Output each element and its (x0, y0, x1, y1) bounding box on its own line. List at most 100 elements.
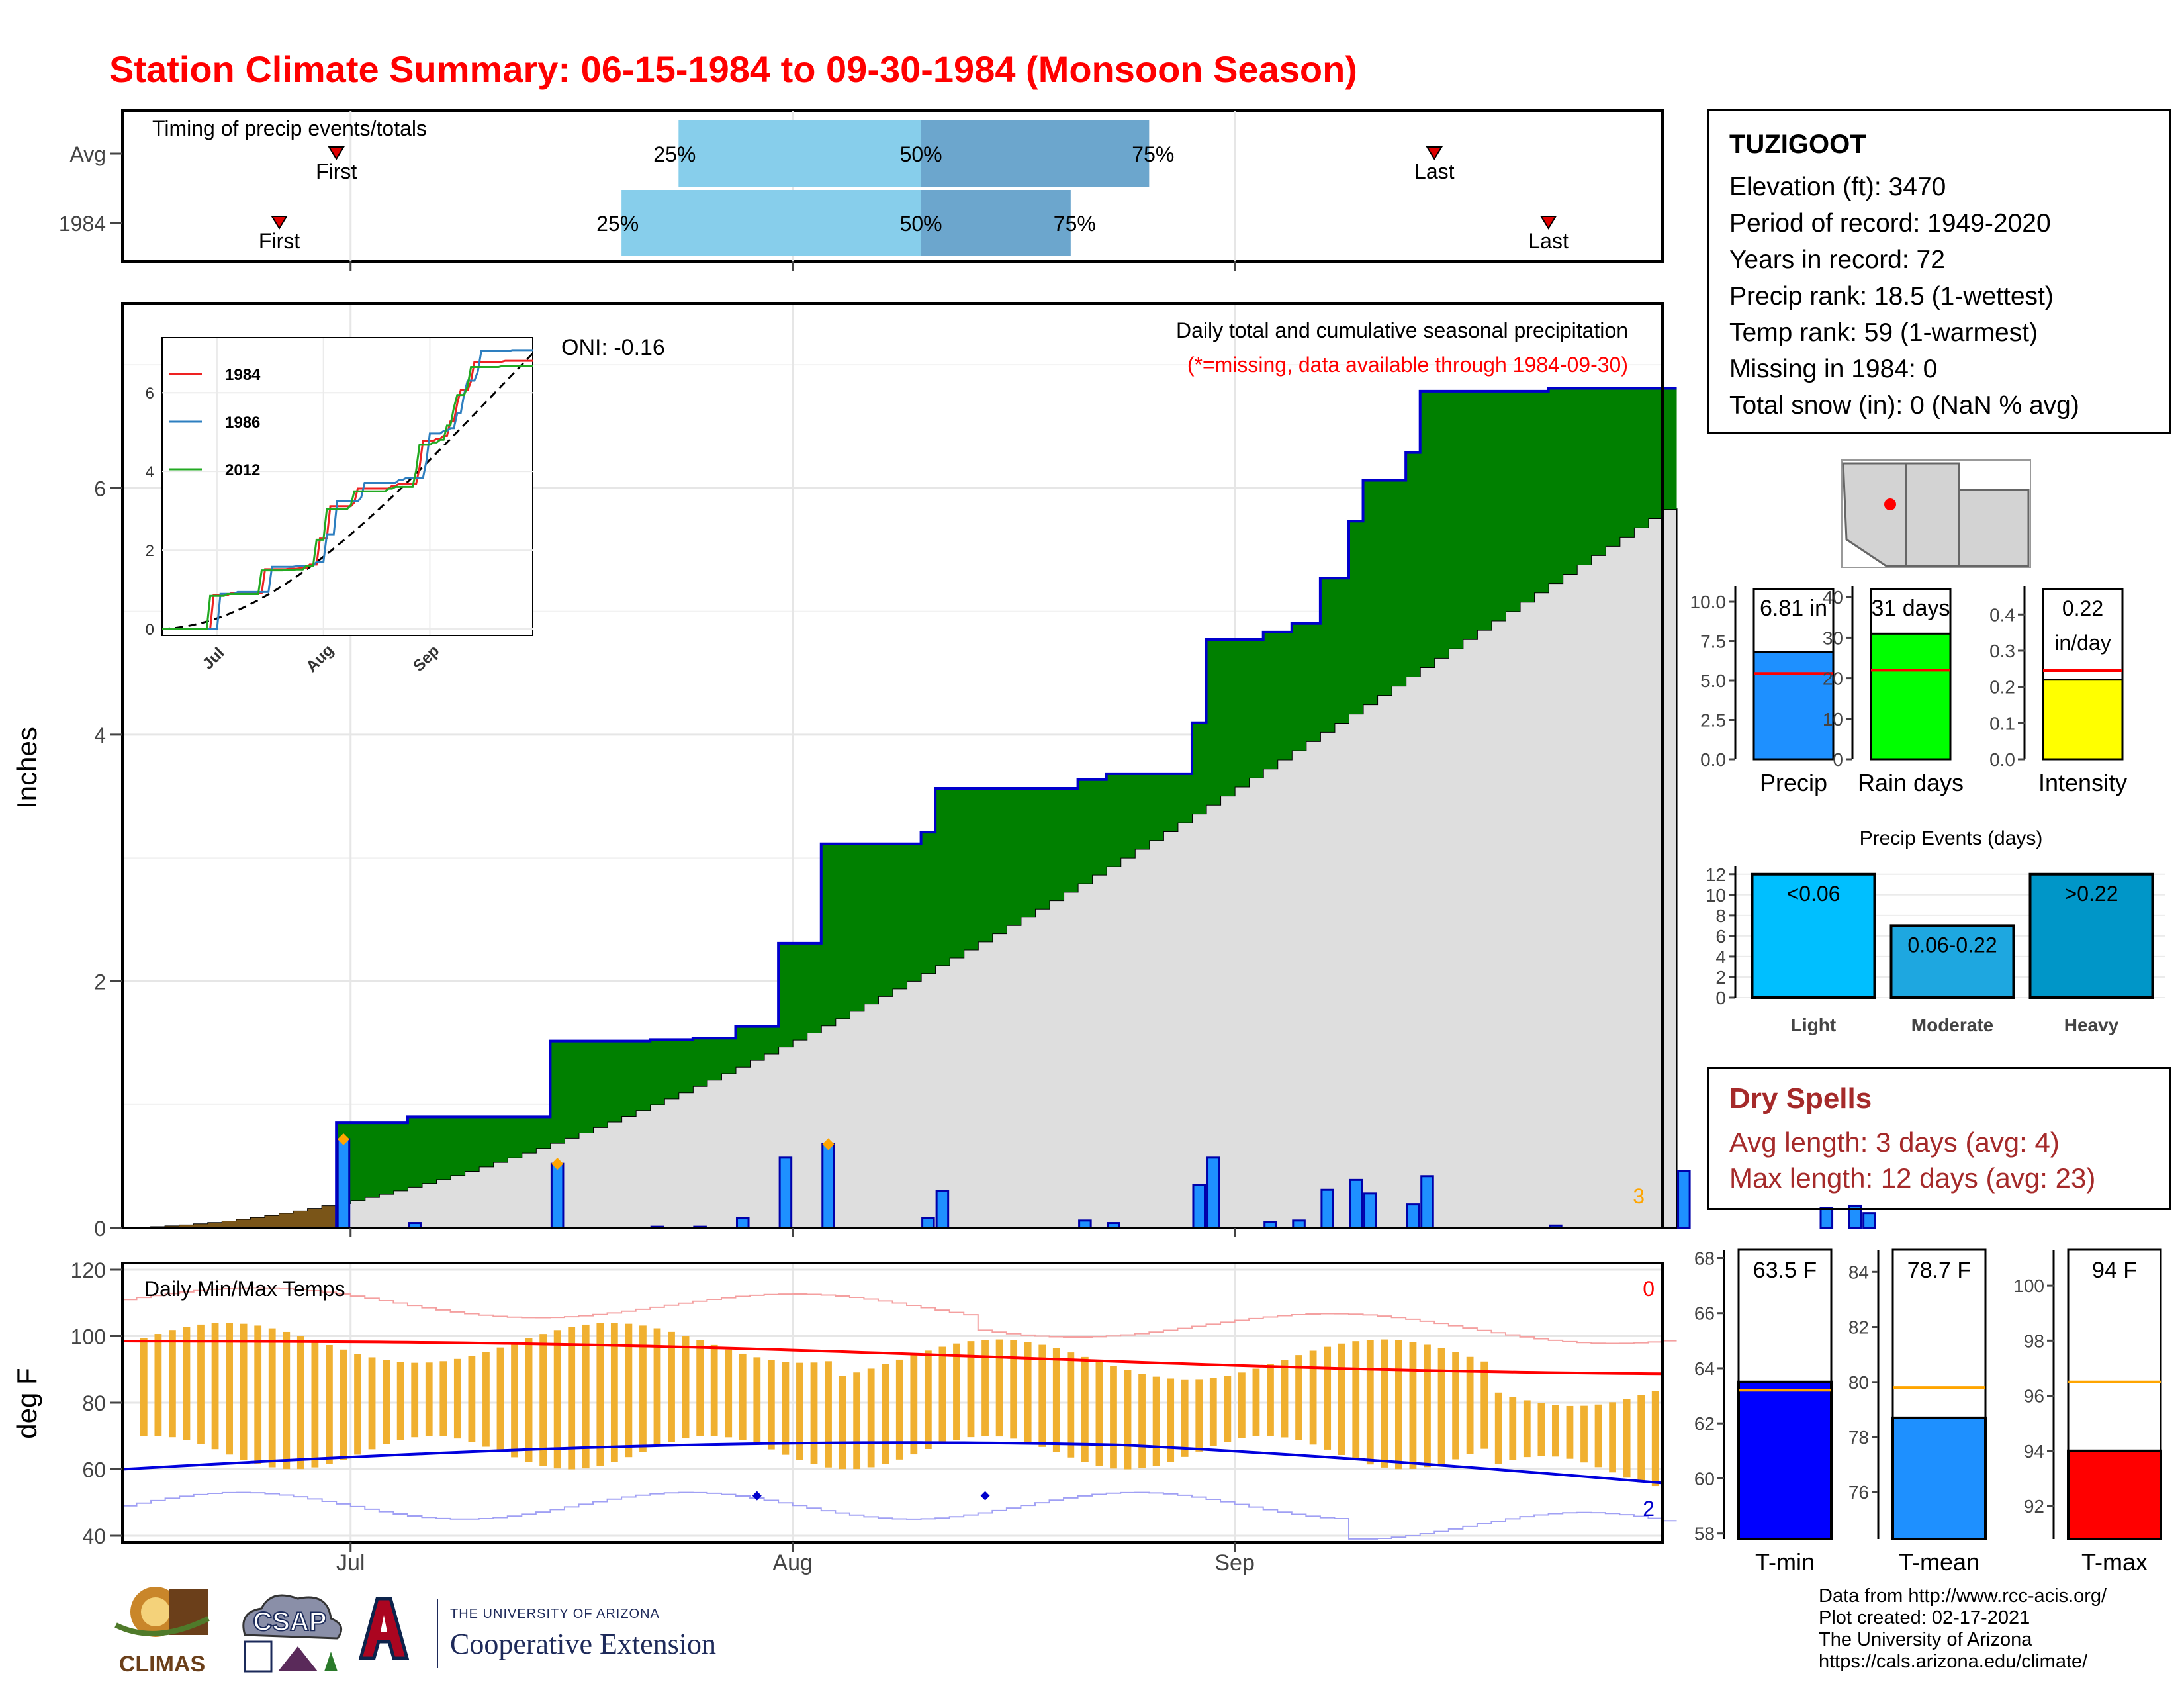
daily-temp-bar (453, 1358, 461, 1439)
daily-temp-bar (839, 1376, 846, 1470)
timing-p50-label: 50% (900, 142, 942, 166)
daily-temp-bar (1623, 1399, 1631, 1478)
summary-bar-tick-label: 0.0 (1700, 749, 1726, 770)
temp-summary-label: T-min (1755, 1548, 1815, 1575)
page-title: Station Climate Summary: 06-15-1984 to 0… (109, 48, 1357, 90)
daily-temp-bar (938, 1346, 946, 1444)
temp-summary-tick-label: 84 (1848, 1262, 1869, 1282)
summary-bar-tick-label: 0.0 (1989, 749, 2015, 770)
precip-y-tick-label: 4 (94, 724, 106, 747)
temp-y-tick-label: 100 (71, 1325, 106, 1349)
temp-summary-label: T-mean (1899, 1548, 1979, 1575)
precip-caption-missing: (*=missing, data available through 1984-… (1187, 353, 1628, 377)
daily-temp-bar (1395, 1340, 1402, 1470)
station-name: TUZIGOOT (1729, 130, 1866, 159)
timing-last-marker (1539, 216, 1557, 230)
inset-y-tick-label: 6 (146, 385, 154, 402)
events-tick-label: 2 (1715, 967, 1726, 988)
daily-temp-bar (1409, 1342, 1417, 1470)
events-tick-label: 10 (1706, 885, 1726, 906)
daily-temp-bar (140, 1338, 148, 1437)
daily-temp-bar (254, 1325, 262, 1464)
dry-spells-max: Max length: 12 days (avg: 23) (1729, 1162, 2096, 1194)
daily-precip-bar (1349, 1178, 1363, 1229)
summary-bar-tick-label: 30 (1823, 628, 1843, 648)
daily-temp-bar (511, 1342, 518, 1458)
temp-panel-title: Daily Min/Max Temps (144, 1277, 345, 1301)
daily-temp-bar (211, 1323, 219, 1450)
daily-temp-bar (1466, 1356, 1474, 1454)
events-tick-label: 6 (1715, 926, 1726, 947)
daily-temp-bar (1024, 1342, 1032, 1442)
daily-temp-bar (1509, 1397, 1517, 1460)
daily-temp-bar (1081, 1356, 1089, 1462)
daily-temp-bar (568, 1327, 576, 1470)
temp-summary-tick-label: 80 (1848, 1372, 1869, 1393)
daily-temp-bar (825, 1361, 832, 1468)
timing-last-label: Last (1414, 160, 1455, 183)
summary-bar-tick-label: 10.0 (1690, 592, 1727, 612)
events-title: Precip Events (days) (1860, 827, 2043, 849)
dry-spells-avg: Avg length: 3 days (avg: 4) (1729, 1127, 2060, 1158)
temp-summary-tick-label: 64 (1694, 1358, 1715, 1379)
daily-precip-bar (1848, 1204, 1862, 1229)
timing-first-marker (328, 146, 345, 160)
summary-bar-value-unit: in/day (2054, 631, 2111, 655)
temp-summary-bar-t-max (2067, 1449, 2162, 1541)
daily-temp-bar (197, 1324, 205, 1444)
oni-label: ONI: -0.16 (561, 335, 665, 360)
temp-summary-bar-t-mean (1891, 1416, 1987, 1541)
daily-precip-bar (1206, 1156, 1220, 1229)
summary-bar-tick-label: 0.4 (1989, 604, 2015, 625)
daily-temp-bar (268, 1328, 276, 1468)
daily-temp-bar (782, 1362, 790, 1455)
daily-temp-bar (1552, 1405, 1559, 1457)
record-max-line (122, 1287, 1677, 1344)
temp-summary-tick-label: 58 (1694, 1524, 1715, 1544)
summary-bar-tick-label: 40 (1823, 587, 1843, 608)
daily-temp-bar (995, 1339, 1003, 1437)
daily-temp-bar (1480, 1361, 1488, 1449)
obs-above-avg-area (122, 388, 1677, 1229)
daily-precip-bar (921, 1217, 935, 1229)
temp-summary-value: 63.5 F (1753, 1258, 1817, 1283)
daily-temp-bar (354, 1354, 361, 1455)
events-bar-label: <0.06 (1787, 882, 1841, 906)
daily-temp-bar (1537, 1403, 1545, 1456)
temp-summary-tick-label: 82 (1848, 1317, 1869, 1338)
missing-marker (337, 1133, 349, 1145)
daily-temp-bar (596, 1323, 604, 1466)
summary-bar-tick-label: 5.0 (1700, 671, 1726, 691)
daily-precip-bar (550, 1162, 565, 1229)
daily-temp-bar (967, 1341, 975, 1438)
daily-temp-bar (368, 1357, 376, 1450)
daily-temp-bar (625, 1323, 633, 1458)
daily-temp-bar (1181, 1379, 1189, 1457)
climas-logo: CLIMAS (114, 1587, 210, 1677)
events-tick-label: 12 (1706, 865, 1726, 885)
daily-temp-bar (953, 1343, 960, 1440)
daily-temp-bar (1238, 1372, 1246, 1438)
daily-temp-bar (696, 1340, 704, 1436)
daily-temp-bar (326, 1345, 333, 1464)
temp-y-tick-label: 60 (82, 1458, 106, 1481)
daily-temp-bar (739, 1353, 747, 1440)
timing-row-label: 1984 (59, 212, 106, 236)
inset-y-tick-label: 4 (146, 463, 154, 481)
inset-y-tick-label: 2 (146, 542, 154, 560)
summary-bar-tick-label: 0.3 (1989, 641, 2015, 661)
temp-x-tick-label: Sep (1214, 1550, 1255, 1575)
timing-first-label: First (259, 229, 300, 253)
daily-precip-bar (778, 1156, 793, 1229)
daily-temp-bar (1352, 1341, 1360, 1460)
daily-temp-bar (1252, 1368, 1260, 1436)
summary-bar-tick-label: 7.5 (1700, 632, 1726, 652)
daily-temp-bar (496, 1347, 504, 1452)
timing-bar-50-75 (921, 190, 1071, 256)
timing-row-label: Avg (69, 142, 106, 166)
missing-count-label: 3 (1633, 1184, 1645, 1208)
daily-temp-bar (1338, 1343, 1345, 1455)
timing-first-marker (271, 216, 288, 230)
daily-temp-bar (439, 1361, 447, 1436)
daily-temp-bar (1195, 1379, 1203, 1452)
